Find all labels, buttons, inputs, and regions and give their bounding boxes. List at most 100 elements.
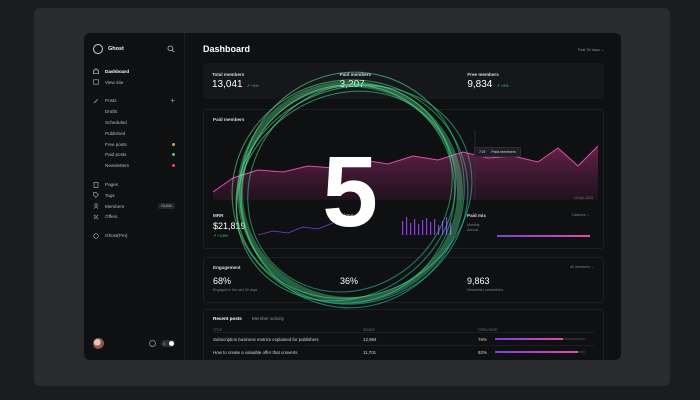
members-count-badge: 13,041: [158, 203, 175, 210]
cloud-icon: [93, 233, 99, 239]
sub-label: MRR: [213, 213, 224, 218]
sidebar-item-label: Offers: [105, 214, 118, 220]
sidebar-item-free-posts[interactable]: Free posts: [93, 139, 175, 150]
stat-note: Newsletter subscribers: [467, 288, 504, 292]
posts-icon: [93, 98, 99, 104]
kpi-value: 9,834: [467, 79, 493, 90]
sidebar-item-pages[interactable]: Pages: [93, 179, 175, 190]
engagement-stat: 9,863 Newsletter subscribers: [467, 273, 594, 292]
sub-label: Paid mix: [467, 213, 486, 218]
ghost-logo-icon[interactable]: [93, 44, 103, 54]
posts-card: Recent posts Member activity TITLE SENDS…: [203, 309, 604, 360]
search-icon[interactable]: [167, 45, 175, 53]
column-header[interactable]: SENDS: [363, 328, 375, 332]
kpi-label: Free members: [467, 72, 499, 77]
sidebar-item-label: Members: [105, 203, 125, 209]
status-dot: [172, 142, 175, 146]
sidebar-item-offers[interactable]: Offers: [93, 212, 175, 223]
stat-value: 36%: [340, 276, 359, 286]
brand: Ghost: [84, 42, 184, 56]
tab-recent-posts[interactable]: Recent posts: [213, 316, 242, 321]
sidebar-item-label: Drafts: [105, 109, 118, 115]
sidebar-item-label: Newsletters: [105, 163, 129, 169]
tooltip-label: Paid members: [491, 150, 516, 154]
date-range-select[interactable]: Past 30 days ⌄: [577, 47, 604, 52]
page-title: Dashboard: [203, 44, 251, 54]
sidebar-item-label: Free posts: [105, 141, 127, 147]
sidebar-item-label: Paid posts: [105, 152, 127, 158]
sidebar-item-label: Pages: [105, 182, 119, 188]
stat-value: 68%: [213, 276, 232, 286]
kpi-value: 3,207: [339, 79, 365, 90]
post-title[interactable]: How to create a valuable offer that conv…: [213, 349, 298, 355]
chart-title: Paid members: [213, 117, 245, 122]
kpi-label: Total members: [212, 72, 245, 77]
sidebar-item-dashboard[interactable]: Dashboard: [93, 66, 175, 77]
theme-toggle[interactable]: 3: [161, 339, 175, 347]
sub-delta: ↗ +3.8%: [213, 234, 229, 238]
chart-tooltip: 719 Paid members: [474, 147, 521, 157]
sidebar-item-view-site[interactable]: View site: [93, 77, 175, 88]
status-dot: [172, 164, 175, 168]
sub-value: $21,819: [213, 221, 246, 231]
kpi-label: Paid members: [339, 72, 372, 77]
stat-note: Engaged in the last 30 days: [213, 288, 258, 292]
all-members-select[interactable]: All members ⌄: [570, 265, 594, 269]
sidebar-item-ghost-pro[interactable]: Ghost(Pro): [93, 230, 175, 241]
external-icon: [93, 79, 99, 85]
tab-member-activity[interactable]: Member activity: [251, 316, 285, 321]
home-icon: [93, 68, 99, 75]
column-header[interactable]: OPEN RATE: [478, 328, 498, 332]
avatar[interactable]: [93, 337, 104, 349]
stat-value: 9,863: [467, 276, 490, 286]
sidebar-footer: 3: [93, 337, 175, 349]
post-title[interactable]: Subscription business metrics explained …: [213, 336, 319, 342]
sidebar-item-published[interactable]: Published: [93, 128, 175, 139]
table-row[interactable]: How to create a valuable offer that conv…: [213, 345, 594, 358]
open-rate-fill: [494, 351, 578, 353]
settings-icon[interactable]: [149, 339, 156, 347]
kpi-value: 13,041: [212, 79, 243, 90]
sidebar-item-members[interactable]: Members 13,041: [93, 201, 175, 212]
sidebar-item-label: Tags: [105, 192, 115, 198]
open-rate-bar: [494, 351, 585, 353]
column-header[interactable]: TITLE: [213, 328, 223, 332]
toggle-value: 3: [163, 340, 166, 346]
table-row[interactable]: Subscription business metrics explained …: [213, 332, 594, 345]
add-post-icon[interactable]: +: [170, 95, 175, 105]
sidebar-item-label: Dashboard: [105, 68, 129, 74]
kpi-paid-members[interactable]: Paid members 3,207: [340, 72, 468, 90]
sidebar-item-label: View site: [105, 79, 124, 85]
brand-name: Ghost: [108, 46, 124, 52]
legend-annual: Annual: [467, 228, 479, 232]
tag-icon: [93, 192, 99, 199]
sidebar-item-scheduled[interactable]: Scheduled: [93, 117, 175, 128]
sidebar-item-drafts[interactable]: Drafts: [93, 106, 175, 117]
kpi-delta: ↗ +4%: [496, 84, 509, 88]
engagement-title: Engagement: [213, 265, 241, 270]
tooltip-value: 719: [479, 150, 486, 154]
kpi-strip: Total members 13,041 ↗ +4% Paid members 3…: [203, 63, 604, 99]
kpi-delta: ↗ +4%: [246, 84, 259, 88]
paid-mix-bar: [497, 235, 590, 237]
sidebar-item-posts[interactable]: Posts +: [93, 96, 175, 107]
sidebar-item-label: Ghost(Pro): [105, 233, 128, 239]
engagement-stat: 68% Engaged in the last 30 days: [213, 273, 340, 292]
members-icon: [93, 203, 99, 209]
sidebar-item-label: Published: [105, 130, 126, 136]
kpi-total-members[interactable]: Total members 13,041 ↗ +4%: [212, 72, 340, 90]
engagement-card: Engagement All members ⌄ 68% Engaged in …: [203, 257, 604, 303]
sidebar-item-paid-posts[interactable]: Paid posts: [93, 150, 175, 161]
post-open-rate: 92%: [478, 349, 487, 355]
legend-monthly: Monthly: [467, 223, 480, 227]
table-header: TITLE SENDS OPEN RATE: [213, 328, 594, 332]
sidebar-item-newsletters[interactable]: Newsletters: [93, 160, 175, 171]
cadence-select[interactable]: Cadence ⌄: [571, 213, 590, 217]
sidebar-item-tags[interactable]: Tags: [93, 190, 175, 201]
kpi-free-members[interactable]: Free members 9,834 ↗ +4%: [467, 72, 595, 90]
paid-mix-panel[interactable]: Paid mix Cadence ⌄ Monthly Annual: [467, 213, 594, 245]
post-open-rate: 76%: [478, 336, 487, 342]
post-sends: 11,701: [363, 349, 377, 355]
offers-icon: [93, 214, 99, 220]
sidebar-item-label: Posts: [105, 98, 117, 104]
